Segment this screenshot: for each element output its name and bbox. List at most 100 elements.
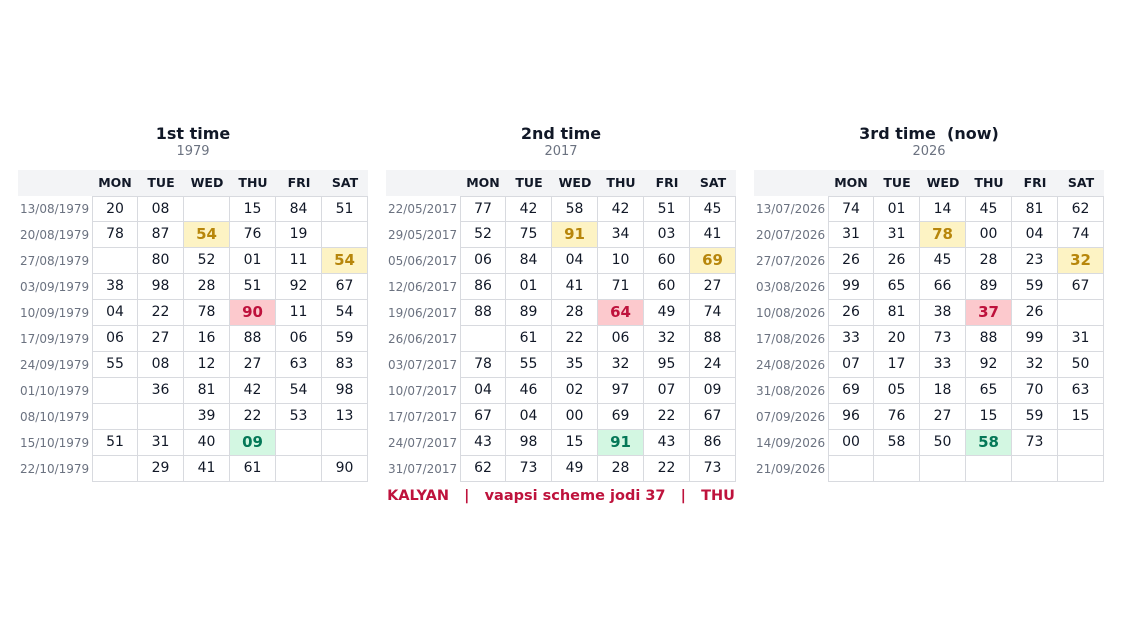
week-date: 17/07/2017 bbox=[388, 410, 458, 424]
day-cell: 86 bbox=[460, 274, 506, 300]
week-row: 24/07/2017 43 98 15 91 43 86 bbox=[386, 430, 736, 456]
day-cell: 54 bbox=[322, 248, 368, 274]
day-cell: 73 bbox=[1012, 430, 1058, 456]
day-cell: 88 bbox=[460, 300, 506, 326]
block-year: 1979 bbox=[176, 144, 210, 159]
day-header: SAT bbox=[331, 175, 359, 190]
day-cell: 28 bbox=[966, 248, 1012, 274]
week-row: 24/09/1979 55 08 12 27 63 83 bbox=[18, 352, 368, 378]
day-cell: 75 bbox=[506, 222, 552, 248]
day-cell: 05 bbox=[874, 378, 920, 404]
day-cell: 95 bbox=[644, 352, 690, 378]
day-cell: 73 bbox=[506, 456, 552, 482]
day-cell: 01 bbox=[230, 248, 276, 274]
day-cell: 43 bbox=[644, 430, 690, 456]
corner bbox=[754, 170, 828, 196]
day-cell: 09 bbox=[230, 430, 276, 456]
day-cell: 61 bbox=[506, 326, 552, 352]
day-cell: 12 bbox=[184, 352, 230, 378]
day-cell: 22 bbox=[644, 404, 690, 430]
day-cell: 49 bbox=[552, 456, 598, 482]
day-cell: 54 bbox=[276, 378, 322, 404]
week-row: 26/06/2017 61 22 06 32 88 bbox=[386, 326, 736, 352]
day-cell: 65 bbox=[966, 378, 1012, 404]
day-cell bbox=[276, 456, 322, 482]
day-cell: 98 bbox=[322, 378, 368, 404]
week-date: 22/10/1979 bbox=[20, 462, 90, 476]
day-cell: 27 bbox=[230, 352, 276, 378]
day-header: TUE bbox=[883, 175, 911, 190]
day-cell: 90 bbox=[230, 300, 276, 326]
day-cell: 69 bbox=[690, 248, 736, 274]
day-cell: 91 bbox=[552, 222, 598, 248]
day-cell: 04 bbox=[92, 300, 138, 326]
week-date: 08/10/1979 bbox=[20, 410, 90, 424]
day-cell: 67 bbox=[1058, 274, 1104, 300]
day-header: WED bbox=[558, 175, 592, 190]
day-cell: 26 bbox=[1012, 300, 1058, 326]
day-cell: 81 bbox=[874, 300, 920, 326]
day-cell: 38 bbox=[92, 274, 138, 300]
week-date: 01/10/1979 bbox=[20, 384, 90, 398]
week-date: 13/08/1979 bbox=[20, 202, 90, 216]
day-cell: 26 bbox=[828, 248, 874, 274]
day-cell: 32 bbox=[1012, 352, 1058, 378]
day-cell: 07 bbox=[644, 378, 690, 404]
day-cell: 46 bbox=[506, 378, 552, 404]
day-cell: 22 bbox=[644, 456, 690, 482]
week-row: 31/08/2026 69 05 18 65 70 63 bbox=[754, 378, 1104, 404]
week-date: 31/07/2017 bbox=[388, 462, 458, 476]
week-row: 03/07/2017 78 55 35 32 95 24 bbox=[386, 352, 736, 378]
day-cell: 60 bbox=[644, 274, 690, 300]
week-date: 13/07/2026 bbox=[756, 202, 826, 216]
day-cell: 86 bbox=[690, 430, 736, 456]
day-header: THU bbox=[238, 175, 268, 190]
day-cell: 26 bbox=[828, 300, 874, 326]
day-cell: 06 bbox=[276, 326, 322, 352]
week-date: 12/06/2017 bbox=[388, 280, 458, 294]
week-row: 07/09/2026 96 76 27 15 59 15 bbox=[754, 404, 1104, 430]
block-year: 2017 bbox=[544, 144, 578, 159]
day-header: WED bbox=[190, 175, 224, 190]
day-header: THU bbox=[974, 175, 1004, 190]
day-cell: 59 bbox=[322, 326, 368, 352]
day-cell: 11 bbox=[276, 248, 322, 274]
week-date: 24/09/1979 bbox=[20, 358, 90, 372]
header-row: MON TUE WED THU FRI SAT bbox=[18, 170, 368, 196]
week-row: 17/07/2017 67 04 00 69 22 67 bbox=[386, 404, 736, 430]
week-row: 14/09/2026 00 58 50 58 73 bbox=[754, 430, 1104, 456]
week-row: 10/07/2017 04 46 02 97 07 09 bbox=[386, 378, 736, 404]
day-cell: 03 bbox=[644, 222, 690, 248]
day-cell: 62 bbox=[1058, 196, 1104, 222]
day-cell: 32 bbox=[598, 352, 644, 378]
day-cell: 76 bbox=[874, 404, 920, 430]
day-cell: 63 bbox=[276, 352, 322, 378]
corner bbox=[386, 170, 460, 196]
day-cell: 04 bbox=[552, 248, 598, 274]
day-cell: 88 bbox=[230, 326, 276, 352]
day-cell: 55 bbox=[506, 352, 552, 378]
day-cell: 15 bbox=[1058, 404, 1104, 430]
day-cell: 55 bbox=[92, 352, 138, 378]
day-header: MON bbox=[834, 175, 868, 190]
week-date: 03/09/1979 bbox=[20, 280, 90, 294]
day-cell: 14 bbox=[920, 196, 966, 222]
day-cell: 98 bbox=[138, 274, 184, 300]
calendar-block: 3rd time (now) 2026 MON TUE WED THU FRI SAT 13/0… bbox=[754, 124, 1104, 482]
week-date: 14/09/2026 bbox=[756, 436, 826, 450]
day-cell bbox=[92, 404, 138, 430]
day-cell: 59 bbox=[1012, 404, 1058, 430]
day-cell: 15 bbox=[966, 404, 1012, 430]
day-cell: 36 bbox=[138, 378, 184, 404]
day-cell: 32 bbox=[1058, 248, 1104, 274]
week-row: 12/06/2017 86 01 41 71 60 27 bbox=[386, 274, 736, 300]
week-row: 24/08/2026 07 17 33 92 32 50 bbox=[754, 352, 1104, 378]
week-row: 13/08/1979 20 08 15 84 51 bbox=[18, 196, 368, 222]
day-cell: 02 bbox=[552, 378, 598, 404]
day-cell: 39 bbox=[184, 404, 230, 430]
day-cell: 27 bbox=[138, 326, 184, 352]
day-cell: 07 bbox=[828, 352, 874, 378]
corner bbox=[18, 170, 92, 196]
day-cell: 18 bbox=[920, 378, 966, 404]
week-row: 20/07/2026 31 31 78 00 04 74 bbox=[754, 222, 1104, 248]
